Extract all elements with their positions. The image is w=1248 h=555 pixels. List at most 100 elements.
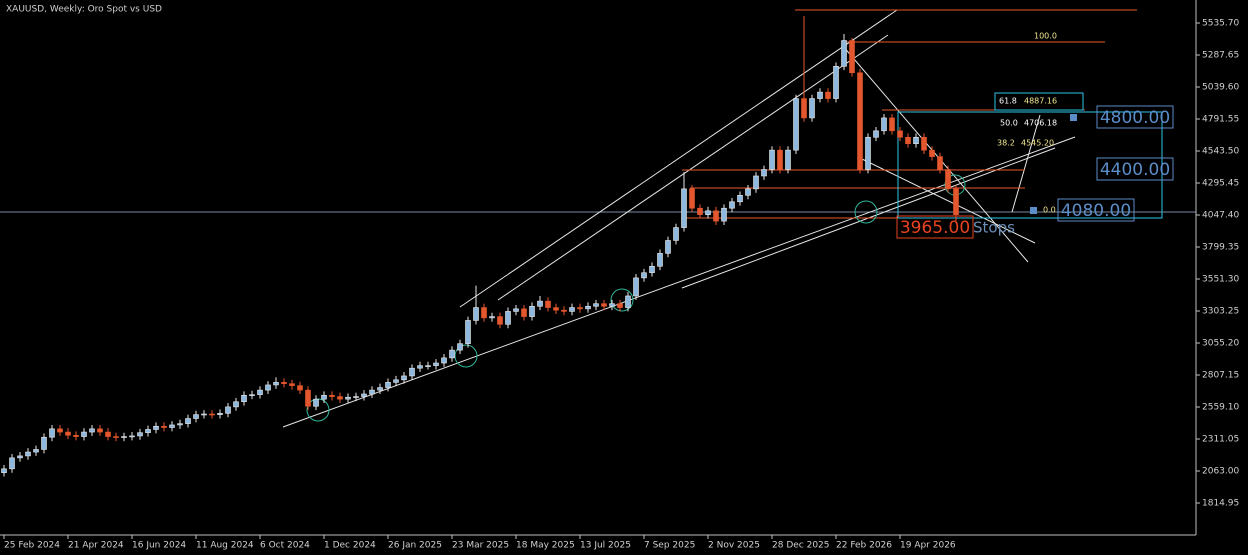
candle-body (41, 436, 47, 450)
candle-body (273, 382, 279, 386)
x-tick-label: 23 Mar 2025 (452, 541, 509, 551)
level-box (896, 215, 974, 239)
candle-body (113, 436, 119, 438)
level-label: 4400.00 (1100, 160, 1170, 180)
candle-body (385, 382, 391, 388)
marker-circle (610, 288, 634, 312)
y-tick-label: 4543.50 (1202, 147, 1239, 157)
candle-body (161, 425, 167, 428)
candle-body (905, 136, 911, 145)
trendline (497, 34, 889, 301)
candle-body (865, 136, 871, 170)
fib-label: 0.0 (1043, 206, 1056, 215)
candle-body (73, 434, 79, 437)
candle-body (737, 195, 743, 203)
candle-body (657, 253, 663, 267)
candle-body (129, 435, 135, 438)
level-label: 3965.00 (900, 218, 970, 238)
x-tick-label: 16 Jun 2024 (132, 541, 186, 551)
candle-body (817, 91, 823, 99)
trendline (841, 44, 1029, 263)
candle-body (753, 175, 759, 190)
candle-body (137, 432, 143, 437)
candle-body (305, 389, 311, 407)
y-tick-label: 2311.05 (1202, 435, 1239, 445)
candle-body (17, 455, 23, 459)
candle-body (873, 130, 879, 138)
candle-body (529, 305, 535, 317)
candle-body (249, 394, 255, 396)
candle-body (377, 387, 383, 391)
candle-body (353, 396, 359, 398)
candle-body (169, 424, 175, 428)
candle-body (361, 393, 367, 397)
candle-body (833, 66, 839, 99)
level-label: 4800.00 (1100, 108, 1170, 128)
y-tick-label: 5535.70 (1202, 19, 1239, 29)
candle-body (241, 394, 247, 403)
candle-body (593, 303, 599, 307)
candle-body (801, 98, 807, 119)
candle-body (769, 149, 775, 170)
candle-body (9, 457, 15, 470)
candle-body (721, 207, 727, 222)
candle-body (281, 382, 287, 384)
candle-body (633, 277, 639, 297)
candle-body (881, 117, 887, 132)
fib-label: 61.8 (999, 97, 1017, 106)
stops-label: Stops (973, 219, 1015, 237)
candle-body (313, 398, 319, 407)
candle-body (25, 451, 31, 457)
candle-body (577, 307, 583, 310)
candle-body (617, 303, 623, 308)
candle-body (177, 423, 183, 426)
y-tick-label: 2807.15 (1202, 371, 1239, 381)
level-label: 4080.00 (1061, 201, 1131, 221)
x-tick-label: 22 Feb 2026 (836, 541, 892, 551)
candle-body (201, 413, 207, 416)
candle-body (457, 343, 463, 351)
fib-label: 4887.16 (1024, 97, 1057, 106)
candle-body (897, 130, 903, 138)
candle-body (697, 207, 703, 215)
candle-body (913, 136, 919, 145)
candle-body (561, 309, 567, 312)
candle-body (81, 431, 87, 437)
candle-body (425, 365, 431, 367)
candle-body (417, 365, 423, 369)
candle-body (849, 40, 855, 74)
candle-body (745, 188, 751, 196)
trendline (282, 136, 1076, 428)
candle-body (329, 394, 335, 397)
handle (1030, 207, 1037, 214)
level-box (1096, 105, 1174, 129)
candle-body (889, 117, 895, 132)
candle-body (49, 428, 55, 438)
fib-box (994, 92, 1084, 111)
trendline (859, 157, 1036, 244)
candle-body (321, 394, 327, 400)
y-tick-label: 2559.10 (1202, 403, 1239, 413)
fib-label: 4706.18 (1024, 119, 1057, 128)
x-tick-label: 26 Jan 2025 (388, 541, 442, 551)
fib-label: 100.0 (1034, 32, 1057, 41)
fib-label: 38.2 (997, 139, 1015, 148)
y-tick-label: 4047.40 (1202, 211, 1239, 221)
candle-body (433, 362, 439, 366)
y-tick-label: 5287.65 (1202, 51, 1239, 61)
candle-body (217, 413, 223, 415)
candle-body (545, 300, 551, 308)
candle-body (57, 428, 63, 433)
candle-body (761, 169, 767, 177)
candle-body (497, 316, 503, 325)
candle-body (689, 188, 695, 209)
drawings (0, 9, 1196, 428)
x-tick-label: 25 Feb 2024 (4, 541, 60, 551)
candle-body (649, 265, 655, 274)
candle-body (289, 383, 295, 386)
y-tick-label: 1814.95 (1202, 499, 1239, 509)
candle-body (625, 295, 631, 308)
candle-body (441, 357, 447, 364)
handle (1070, 114, 1077, 121)
